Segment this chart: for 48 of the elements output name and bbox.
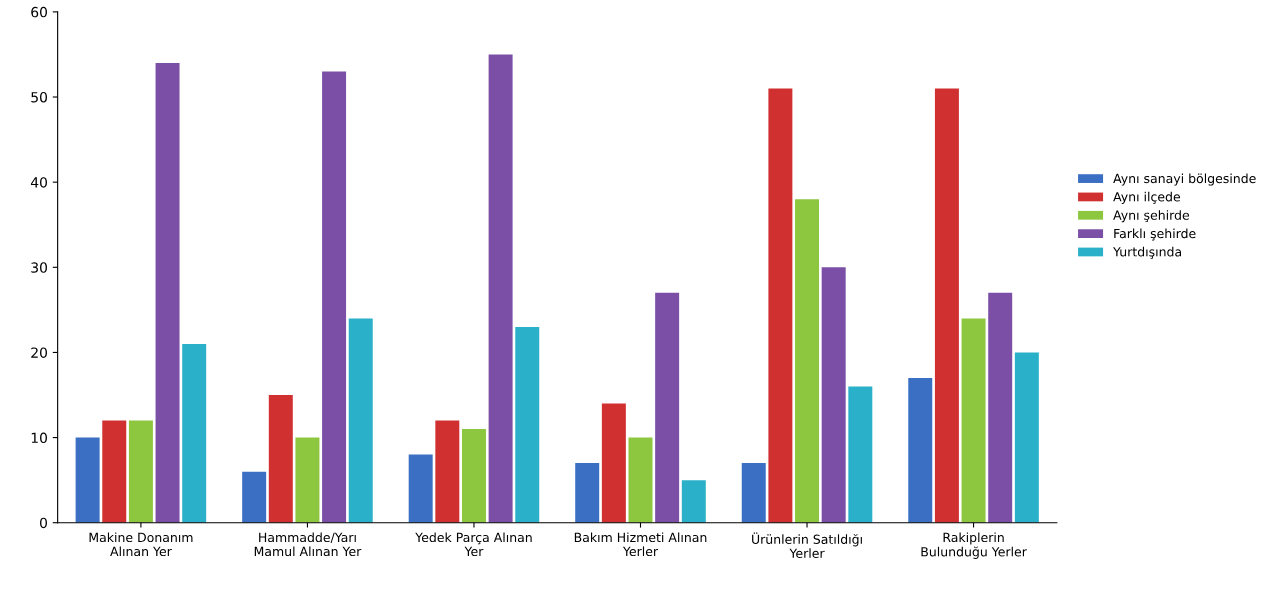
bar — [908, 377, 933, 523]
bar — [295, 437, 320, 523]
bar — [821, 267, 846, 523]
x-tick-label: Yedek Parça Alınan Yer — [415, 532, 532, 557]
bar — [348, 318, 373, 523]
legend-label: Farklı şehirde — [1114, 228, 1196, 241]
bar — [268, 395, 293, 523]
bar — [628, 437, 653, 523]
x-tick-label: Hammadde/Yarı Mamul Alınan Yer — [254, 532, 362, 557]
bar — [75, 437, 100, 523]
x-tick-label: Ürünlerin Satıldığı Yerler — [752, 532, 862, 558]
bar — [848, 386, 873, 523]
x-tick-label: Bakım Hizmeti Alınan Yerler — [574, 532, 707, 557]
bar — [681, 480, 706, 523]
bar — [155, 62, 180, 523]
bar — [741, 463, 766, 523]
bar — [768, 88, 793, 523]
bar — [461, 429, 486, 523]
bar — [515, 326, 540, 523]
bar — [934, 88, 959, 523]
bar — [601, 403, 626, 523]
legend-label: Aynı sanayi bölgesinde — [1113, 173, 1256, 186]
y-tick-label: 20 — [31, 347, 47, 358]
bar — [128, 420, 153, 523]
legend-label: Aynı ilçede — [1113, 191, 1181, 204]
bar — [322, 71, 347, 523]
y-tick-label: 30 — [31, 262, 47, 273]
y-tick-label: 60 — [31, 6, 47, 18]
y-tick-label: 40 — [30, 177, 47, 188]
legend-label: Aynı şehirde — [1113, 210, 1190, 223]
bar — [182, 343, 207, 523]
x-tick-label: Makine Donanım Alınan Yer — [89, 532, 193, 557]
bar — [1014, 352, 1039, 523]
bar — [961, 318, 986, 523]
bar — [242, 471, 267, 523]
bar — [575, 463, 600, 523]
bar — [988, 292, 1013, 523]
y-tick-label: 0 — [40, 517, 47, 529]
legend-label: Yurtdışında — [1113, 246, 1181, 259]
bar — [655, 292, 680, 523]
bar — [488, 54, 513, 523]
bar — [435, 420, 460, 523]
y-tick-label: 50 — [31, 91, 47, 103]
x-tick-label: Rakiplerin Bulunduğu Yerler — [921, 532, 1027, 559]
bar — [102, 420, 127, 523]
bar — [795, 199, 820, 523]
bar — [408, 454, 433, 523]
y-tick-label: 10 — [31, 432, 47, 444]
